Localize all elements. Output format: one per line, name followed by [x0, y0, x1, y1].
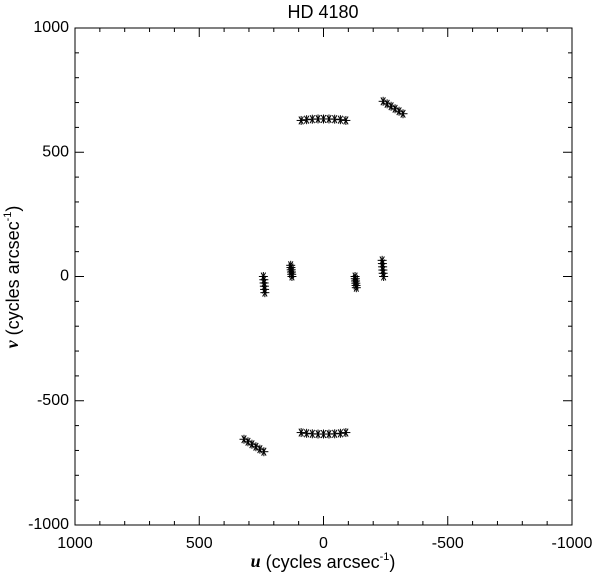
point — [377, 255, 387, 265]
y-axis-exponent: -1 — [2, 212, 14, 222]
x-axis-close: ) — [389, 552, 395, 572]
plot-frame — [74, 27, 573, 526]
x-axis-label: u (cycles arcsec-1) — [251, 551, 396, 572]
point — [324, 114, 334, 124]
point — [313, 114, 323, 124]
point — [350, 272, 360, 281]
x-tick-label: -1000 — [552, 535, 593, 552]
point — [335, 115, 345, 125]
y-axis-text: (cycles arcsec — [3, 221, 23, 340]
point — [260, 288, 270, 298]
point — [341, 115, 351, 125]
y-tick-label: 1000 — [33, 19, 69, 36]
point — [307, 114, 317, 124]
y-axis-close: ) — [3, 206, 23, 212]
point — [287, 272, 297, 281]
chart-title: HD 4180 — [287, 2, 358, 22]
y-tick-label: 500 — [42, 143, 69, 160]
point — [239, 434, 249, 444]
x-tick-label: 500 — [186, 535, 213, 552]
x-tick-label: -500 — [432, 535, 464, 552]
y-tick-label: -1000 — [28, 516, 69, 533]
point — [296, 115, 306, 125]
x-axis-text: (cycles arcsec — [261, 552, 380, 572]
x-tick-label: 0 — [319, 535, 328, 552]
y-axis-symbol: v — [2, 339, 22, 348]
point — [398, 109, 408, 119]
point — [296, 428, 306, 438]
y-axis-label: v (cycles arcsec-1) — [2, 206, 23, 349]
y-tick-label: 0 — [60, 268, 69, 285]
y-tick-label: -500 — [37, 392, 69, 409]
x-axis-symbol: u — [251, 551, 261, 571]
point — [341, 428, 351, 438]
x-axis-exponent: -1 — [380, 551, 390, 563]
x-tick-label: 1000 — [57, 535, 93, 552]
point — [302, 428, 312, 438]
